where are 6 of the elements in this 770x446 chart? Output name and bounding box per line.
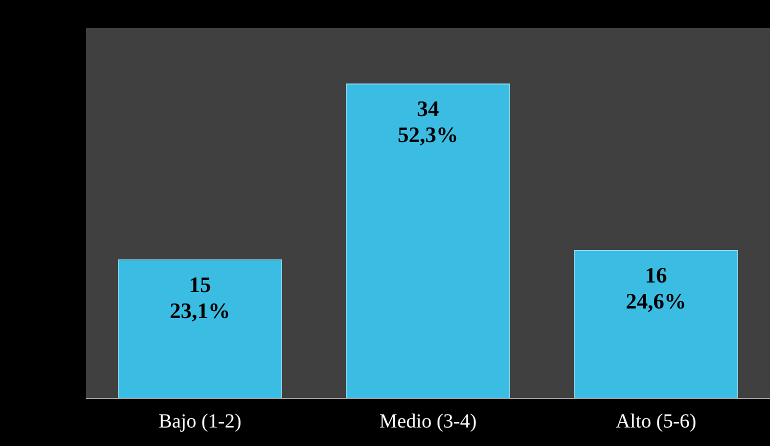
x-tick-label: Bajo (1-2)	[158, 410, 242, 432]
data-label: 34 52,3%	[398, 96, 458, 148]
data-label: 15 23,1%	[170, 272, 230, 323]
x-tick-label: Alto (5-6)	[616, 410, 696, 432]
data-label: 16 24,6%	[626, 262, 686, 314]
x-tick-label: Medio (3-4)	[379, 410, 477, 432]
